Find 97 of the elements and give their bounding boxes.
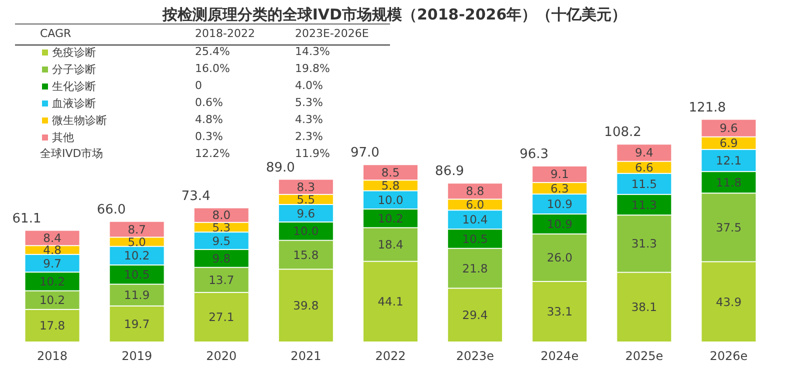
legend-label: 生化诊断 [52, 80, 96, 93]
data-label: 33.1 [546, 304, 572, 319]
annotation: 2.3% [295, 130, 323, 143]
data-label: 27.1 [208, 310, 234, 324]
text: 5.3% [295, 96, 323, 109]
data-label: 9.6 [720, 121, 738, 136]
data-label: 8.4 [43, 230, 62, 245]
data-label: 6.6 [635, 160, 654, 174]
annotation: 11.9% [295, 147, 330, 160]
data-label: 8.8 [466, 184, 484, 198]
data-label: 6.3 [550, 181, 569, 196]
data-label: 9.1 [550, 167, 569, 182]
x-tick-label: 2023e [456, 349, 494, 363]
annotation: 0.3% [195, 130, 223, 143]
total-label: 86.9 [435, 164, 464, 180]
data-label: 15.8 [293, 248, 319, 262]
data-label: 11.5 [631, 176, 657, 191]
total-label: 108.2 [604, 125, 642, 140]
x-tick-label: 2020 [206, 349, 237, 363]
data-label: 10.2 [378, 211, 404, 226]
data-label: 29.4 [462, 308, 488, 322]
x-tick-label: 2026e [710, 349, 748, 363]
legend-label: 微生物诊断 [52, 114, 107, 127]
annotation: 4.8% [195, 113, 223, 126]
data-label: 9.7 [43, 256, 62, 270]
text: 16.0% [195, 62, 230, 75]
text: 25.4% [195, 45, 230, 58]
data-label: 10.5 [462, 232, 488, 246]
data-label: 11.9 [124, 288, 150, 302]
legend-label: 血液诊断 [52, 97, 96, 110]
data-label: 9.4 [635, 146, 654, 160]
data-label: 6.9 [720, 136, 738, 150]
data-label: 5.3 [212, 220, 231, 234]
text: 2023E-2026E [295, 27, 369, 40]
data-label: 8.0 [212, 208, 231, 222]
data-label: 11.8 [716, 175, 742, 190]
text: 0.6% [195, 96, 223, 109]
data-label: 10.2 [39, 274, 66, 288]
x-tick-label: 2024e [540, 349, 579, 363]
legend-label: 免疫诊断 [52, 46, 96, 59]
text: 2018-2022 [195, 27, 255, 40]
data-label: 9.8 [212, 251, 231, 266]
data-label: 10.9 [546, 197, 572, 212]
data-label: 44.1 [378, 294, 404, 309]
legend-label: 其他 [52, 131, 74, 144]
data-label: 17.8 [39, 318, 66, 333]
data-label: 21.8 [462, 261, 488, 276]
text: 19.8% [295, 62, 330, 75]
data-label: 5.0 [128, 234, 146, 249]
total-label: 96.3 [520, 146, 549, 162]
data-label: 39.8 [293, 298, 319, 313]
total-label: 66.0 [96, 202, 126, 218]
data-label: 8.7 [128, 222, 146, 236]
data-label: 43.9 [716, 294, 742, 309]
data-label: 18.4 [378, 238, 404, 252]
annotation: 12.2% [195, 147, 230, 160]
x-tick-label: 2019 [122, 349, 152, 363]
data-label: 8.5 [381, 165, 400, 180]
data-label: 26.0 [546, 250, 572, 265]
x-tick-label: 2021 [290, 349, 322, 363]
data-label: 38.1 [631, 300, 657, 314]
text: 14.3% [295, 45, 330, 58]
annotation: 4.3% [295, 113, 323, 126]
text: CAGR [40, 27, 72, 40]
total-label: 89.0 [266, 160, 295, 176]
x-tick-label: 2025e [625, 349, 664, 363]
data-label: 10.0 [293, 224, 319, 238]
data-label: 6.0 [466, 198, 484, 212]
data-label: 10.4 [462, 212, 488, 227]
data-label: 10.0 [378, 192, 404, 207]
data-label: 37.5 [716, 220, 742, 234]
total-label: 97.0 [350, 146, 380, 161]
annotation: 全球IVD市场 [40, 147, 104, 160]
data-label: 9.5 [212, 234, 231, 248]
x-tick-label: 2018 [37, 349, 68, 363]
data-label: 5.8 [381, 178, 400, 192]
text: 0 [195, 79, 202, 92]
total-label: 73.4 [181, 188, 210, 204]
text: 4.0% [295, 79, 323, 92]
data-label: 19.7 [124, 316, 150, 331]
data-label: 13.7 [208, 272, 234, 287]
data-label: 10.2 [124, 248, 150, 263]
data-label: 9.6 [296, 206, 316, 220]
total-label: 61.1 [12, 211, 42, 226]
data-label: 10.9 [546, 216, 572, 231]
data-label: 8.3 [296, 180, 316, 194]
data-label: 5.5 [296, 192, 316, 206]
total-label: 121.8 [688, 100, 726, 116]
data-label: 11.3 [631, 198, 657, 212]
chart-title: 按检测原理分类的全球IVD市场规模（2018-2026年）（十亿美元） [161, 6, 627, 24]
data-label: 10.2 [39, 293, 66, 308]
data-label: 10.5 [124, 268, 150, 282]
data-label: 31.3 [631, 236, 657, 251]
x-tick-label: 2022 [375, 349, 406, 363]
data-label: 4.8 [43, 243, 62, 258]
legend-label: 分子诊断 [52, 63, 96, 76]
data-label: 12.1 [716, 154, 742, 168]
